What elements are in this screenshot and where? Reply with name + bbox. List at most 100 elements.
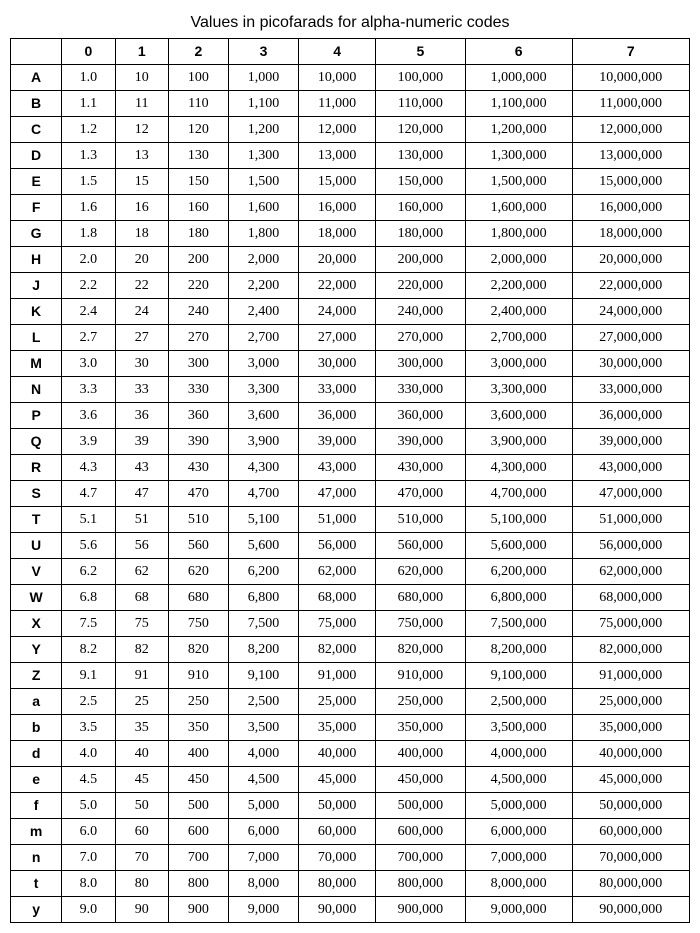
- row-label: R: [11, 455, 62, 481]
- table-cell: 800: [168, 871, 228, 897]
- table-cell: 5,100,000: [465, 507, 572, 533]
- table-cell: 600: [168, 819, 228, 845]
- table-cell: 9,100: [228, 663, 298, 689]
- table-cell: 51,000,000: [572, 507, 690, 533]
- table-body: A1.0101001,00010,000100,0001,000,00010,0…: [11, 65, 690, 923]
- table-cell: 160: [168, 195, 228, 221]
- row-label: F: [11, 195, 62, 221]
- table-row: f5.0505005,00050,000500,0005,000,00050,0…: [11, 793, 690, 819]
- table-row: V6.2626206,20062,000620,0006,200,00062,0…: [11, 559, 690, 585]
- table-cell: 200: [168, 247, 228, 273]
- table-cell: 5,600: [228, 533, 298, 559]
- table-cell: 20: [115, 247, 168, 273]
- table-cell: 4,000: [228, 741, 298, 767]
- table-cell: 6,000,000: [465, 819, 572, 845]
- table-cell: 7,500,000: [465, 611, 572, 637]
- table-header-col: 6: [465, 39, 572, 65]
- table-row: U5.6565605,60056,000560,0005,600,00056,0…: [11, 533, 690, 559]
- table-cell: 3,000,000: [465, 351, 572, 377]
- table-row: E1.5151501,50015,000150,0001,500,00015,0…: [11, 169, 690, 195]
- table-cell: 220: [168, 273, 228, 299]
- row-label: T: [11, 507, 62, 533]
- table-cell: 3,000: [228, 351, 298, 377]
- table-cell: 110,000: [376, 91, 466, 117]
- table-cell: 2,700,000: [465, 325, 572, 351]
- table-cell: 22,000: [299, 273, 376, 299]
- table-cell: 16,000: [299, 195, 376, 221]
- table-cell: 3,600,000: [465, 403, 572, 429]
- table-cell: 180: [168, 221, 228, 247]
- table-header-blank: [11, 39, 62, 65]
- table-row: t8.0808008,00080,000800,0008,000,00080,0…: [11, 871, 690, 897]
- table-cell: 36,000: [299, 403, 376, 429]
- table-row: T5.1515105,10051,000510,0005,100,00051,0…: [11, 507, 690, 533]
- table-cell: 40: [115, 741, 168, 767]
- table-cell: 6,200,000: [465, 559, 572, 585]
- row-label: E: [11, 169, 62, 195]
- table-cell: 120: [168, 117, 228, 143]
- table-cell: 15,000: [299, 169, 376, 195]
- table-cell: 700: [168, 845, 228, 871]
- table-cell: 4,700: [228, 481, 298, 507]
- table-cell: 24: [115, 299, 168, 325]
- table-cell: 450,000: [376, 767, 466, 793]
- table-cell: 250,000: [376, 689, 466, 715]
- table-cell: 2,500: [228, 689, 298, 715]
- table-cell: 82: [115, 637, 168, 663]
- table-cell: 51: [115, 507, 168, 533]
- table-cell: 6,200: [228, 559, 298, 585]
- table-cell: 16: [115, 195, 168, 221]
- table-cell: 9,000,000: [465, 897, 572, 923]
- table-cell: 10: [115, 65, 168, 91]
- table-cell: 90,000,000: [572, 897, 690, 923]
- page-title: Values in picofarads for alpha-numeric c…: [10, 14, 690, 32]
- table-cell: 60: [115, 819, 168, 845]
- table-cell: 3.3: [62, 377, 115, 403]
- table-cell: 80,000: [299, 871, 376, 897]
- table-cell: 9,100,000: [465, 663, 572, 689]
- table-cell: 110: [168, 91, 228, 117]
- table-cell: 45,000: [299, 767, 376, 793]
- table-cell: 91: [115, 663, 168, 689]
- table-cell: 51,000: [299, 507, 376, 533]
- table-cell: 1.2: [62, 117, 115, 143]
- table-cell: 560: [168, 533, 228, 559]
- table-cell: 2.7: [62, 325, 115, 351]
- table-cell: 62,000,000: [572, 559, 690, 585]
- table-cell: 27: [115, 325, 168, 351]
- table-cell: 450: [168, 767, 228, 793]
- table-cell: 330: [168, 377, 228, 403]
- row-label: N: [11, 377, 62, 403]
- table-cell: 12,000: [299, 117, 376, 143]
- table-cell: 5,000,000: [465, 793, 572, 819]
- table-header-col: 5: [376, 39, 466, 65]
- table-cell: 1,200: [228, 117, 298, 143]
- table-cell: 4.7: [62, 481, 115, 507]
- table-row: X7.5757507,50075,000750,0007,500,00075,0…: [11, 611, 690, 637]
- table-cell: 4.0: [62, 741, 115, 767]
- table-cell: 60,000: [299, 819, 376, 845]
- table-cell: 220,000: [376, 273, 466, 299]
- table-cell: 6.8: [62, 585, 115, 611]
- table-cell: 270: [168, 325, 228, 351]
- table-cell: 680,000: [376, 585, 466, 611]
- table-row: a2.5252502,50025,000250,0002,500,00025,0…: [11, 689, 690, 715]
- table-cell: 1,600: [228, 195, 298, 221]
- table-cell: 2,500,000: [465, 689, 572, 715]
- table-cell: 800,000: [376, 871, 466, 897]
- table-cell: 1,500: [228, 169, 298, 195]
- table-cell: 5.6: [62, 533, 115, 559]
- row-label: P: [11, 403, 62, 429]
- table-cell: 820,000: [376, 637, 466, 663]
- table-cell: 1,300,000: [465, 143, 572, 169]
- table-cell: 3,300,000: [465, 377, 572, 403]
- table-cell: 2,200,000: [465, 273, 572, 299]
- table-header-col: 3: [228, 39, 298, 65]
- row-label: W: [11, 585, 62, 611]
- table-cell: 250: [168, 689, 228, 715]
- row-label: J: [11, 273, 62, 299]
- table-cell: 4.5: [62, 767, 115, 793]
- table-cell: 8,200,000: [465, 637, 572, 663]
- table-cell: 7,000: [228, 845, 298, 871]
- table-cell: 8,000: [228, 871, 298, 897]
